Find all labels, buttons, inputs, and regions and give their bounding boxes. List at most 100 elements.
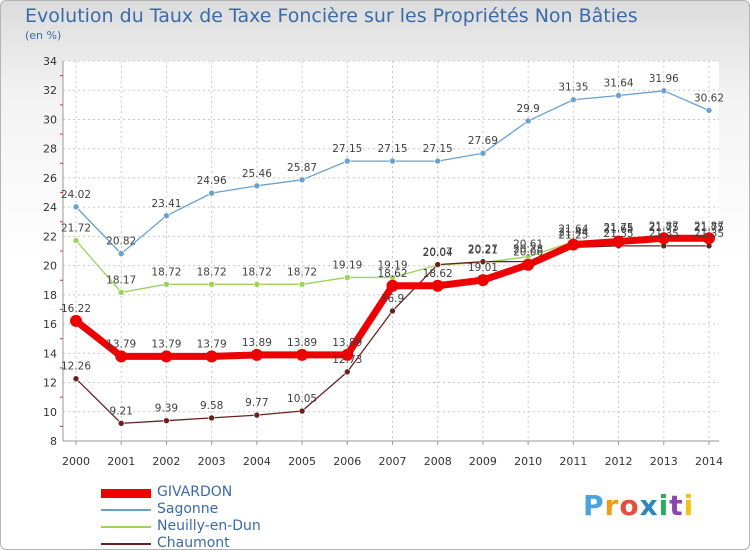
data-label-neuilly-en-dun: 20.04 [423, 247, 453, 259]
data-label-chaumont: 21.35 [649, 228, 679, 240]
data-point-neuilly-en-dun [298, 281, 306, 288]
data-label-givardon: 13.89 [332, 337, 362, 349]
data-label-sagonne: 23.41 [151, 198, 181, 210]
data-label-neuilly-en-dun: 21.72 [61, 222, 91, 234]
data-label-givardon: 13.79 [151, 338, 181, 350]
data-label-chaumont: 9.77 [245, 397, 268, 409]
logo-letter: t [669, 489, 684, 522]
data-point-chaumont [434, 261, 442, 268]
legend-swatch [101, 543, 151, 545]
data-point-chaumont [343, 368, 351, 376]
data-point-sagonne [660, 87, 668, 95]
data-label-neuilly-en-dun: 18.72 [197, 266, 227, 278]
data-label-chaumont: 9.39 [155, 403, 178, 415]
data-label-sagonne: 24.96 [197, 175, 227, 187]
x-tick-label: 2002 [152, 455, 180, 468]
data-point-neuilly-en-dun [208, 281, 215, 288]
data-point-neuilly-en-dun [163, 281, 170, 288]
data-label-sagonne: 27.15 [332, 143, 362, 155]
logo-letter: o [619, 489, 640, 522]
y-tick-label: 20 [43, 260, 57, 273]
data-point-neuilly-en-dun [117, 289, 125, 296]
data-point-chaumont [72, 375, 80, 383]
data-point-chaumont [389, 307, 396, 315]
data-point-givardon [115, 350, 128, 363]
y-tick-label: 8 [50, 435, 57, 448]
data-label-neuilly-en-dun: 21.75 [604, 222, 634, 234]
data-label-givardon: 21.65 [604, 224, 634, 236]
data-point-sagonne [389, 157, 396, 165]
x-tick-label: 2007 [379, 455, 407, 468]
x-tick-label: 2009 [469, 455, 497, 468]
x-tick-label: 2005 [288, 455, 316, 468]
data-point-neuilly-en-dun [343, 274, 351, 281]
data-label-sagonne: 27.15 [423, 143, 453, 155]
data-point-sagonne [298, 176, 306, 184]
data-label-chaumont: 21.25 [558, 229, 588, 241]
data-point-givardon [250, 348, 263, 361]
data-label-neuilly-en-dun: 18.72 [151, 266, 181, 278]
y-tick-label: 32 [43, 84, 57, 97]
data-label-sagonne: 27.69 [468, 135, 498, 147]
y-tick-label: 34 [43, 55, 57, 68]
data-point-sagonne [72, 203, 80, 211]
logo-letter: x [639, 489, 659, 522]
x-tick-label: 2006 [333, 455, 361, 468]
data-label-givardon: 13.79 [197, 338, 227, 350]
data-point-givardon [70, 314, 82, 327]
x-tick-label: 2000 [62, 455, 90, 468]
data-label-neuilly-en-dun: 18.72 [242, 266, 272, 278]
data-label-sagonne: 24.02 [61, 189, 91, 201]
data-label-neuilly-en-dun: 19.19 [332, 259, 362, 271]
data-point-sagonne [434, 157, 442, 165]
data-point-chaumont [208, 414, 215, 422]
data-point-givardon [160, 350, 173, 363]
y-tick-label: 22 [43, 230, 57, 243]
x-tick-label: 2003 [198, 455, 226, 468]
data-point-chaumont [479, 258, 487, 265]
data-label-givardon: 13.89 [242, 337, 272, 349]
data-point-sagonne [570, 96, 577, 104]
data-point-neuilly-en-dun [253, 281, 261, 288]
data-point-sagonne [343, 157, 351, 165]
logo-letter: r [604, 489, 620, 522]
data-point-givardon [205, 350, 218, 363]
data-label-givardon: 18.62 [423, 268, 453, 280]
legend-swatch [101, 526, 151, 528]
data-label-neuilly-en-dun: 21.64 [558, 224, 588, 236]
y-tick-label: 10 [43, 406, 57, 419]
y-tick-label: 30 [43, 113, 57, 126]
logo-letter: i [683, 489, 695, 522]
data-label-chaumont: 16.9 [381, 293, 404, 305]
x-tick-label: 2008 [424, 455, 452, 468]
legend-label: Sagonne [157, 501, 219, 517]
plot-area [63, 61, 719, 441]
data-label-sagonne: 25.46 [242, 168, 272, 180]
data-point-chaumont [298, 407, 306, 415]
data-point-sagonne [117, 250, 125, 257]
x-tick-label: 2013 [650, 455, 678, 468]
data-label-neuilly-en-dun: 21.75 [694, 222, 724, 234]
data-point-givardon [567, 238, 580, 251]
y-tick-label: 12 [43, 377, 57, 390]
data-label-chaumont: 20.28 [513, 244, 543, 256]
data-point-givardon [657, 232, 670, 245]
y-tick-label: 26 [43, 172, 57, 185]
data-label-givardon: 21.44 [558, 227, 588, 239]
data-label-neuilly-en-dun: 18.17 [106, 274, 136, 286]
data-point-sagonne [208, 189, 215, 197]
x-tick-label: 2012 [605, 455, 633, 468]
logo-letter: i [658, 489, 670, 522]
data-label-sagonne: 31.64 [604, 77, 634, 89]
data-label-neuilly-en-dun: 21.75 [649, 222, 679, 234]
proxiti-logo: Proxiti [583, 489, 694, 522]
data-label-givardon: 13.79 [106, 338, 136, 350]
data-point-chaumont [117, 420, 125, 427]
data-point-givardon [341, 348, 354, 361]
data-label-sagonne: 31.35 [558, 82, 588, 94]
data-point-givardon [431, 279, 444, 292]
data-label-neuilly-en-dun: 19.19 [377, 259, 407, 271]
y-tick-label: 24 [43, 201, 57, 214]
y-tick-label: 18 [43, 289, 57, 302]
